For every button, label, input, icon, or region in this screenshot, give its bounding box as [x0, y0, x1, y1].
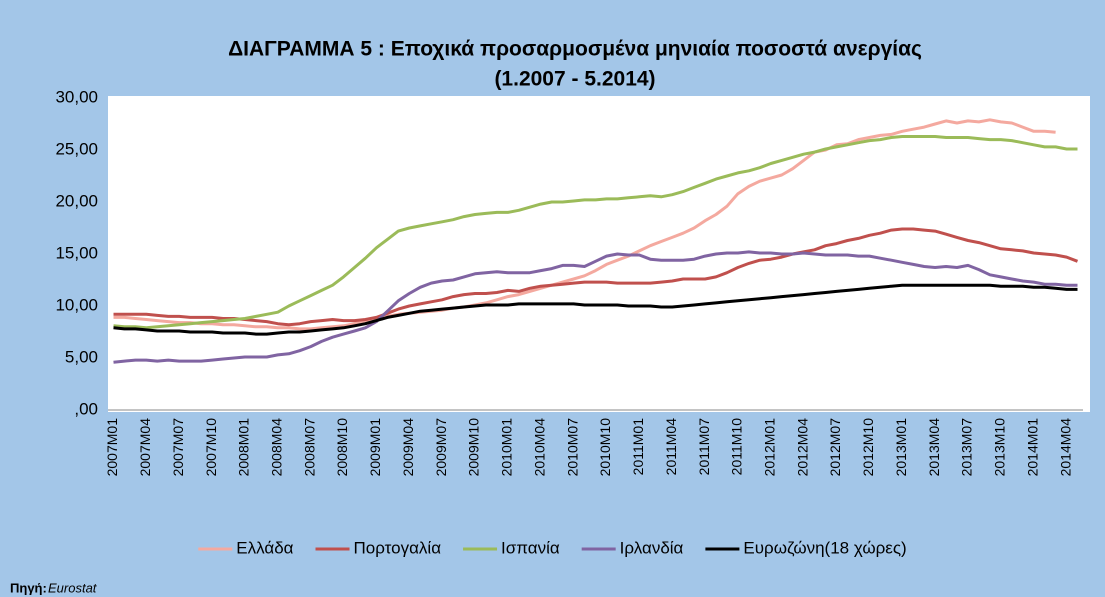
series-line	[113, 118, 1056, 331]
x-tick-label: 2009M01	[367, 418, 383, 477]
x-tick-label: 2007M10	[203, 418, 219, 477]
x-tick-label: 2014M04	[1057, 418, 1073, 477]
x-tick-label: 2008M10	[334, 418, 350, 477]
y-tick-label: 10,00	[55, 295, 98, 314]
x-tick-label: 2007M01	[104, 418, 120, 477]
x-tick-label: 2011M10	[729, 418, 745, 476]
series-line	[113, 283, 1078, 336]
x-tick-label: 2011M04	[663, 418, 679, 476]
x-tick-label: 2007M07	[170, 418, 186, 477]
x-tick-label: 2009M10	[466, 418, 482, 477]
x-tick-label: 2012M07	[827, 418, 843, 477]
x-tick-label: 2013M10	[992, 418, 1008, 477]
x-tick-label: 2012M04	[794, 418, 810, 477]
x-tick-label: 2008M01	[236, 418, 252, 477]
x-tick-label: 2008M04	[269, 418, 285, 477]
y-tick-label: 15,00	[55, 243, 98, 262]
y-tick-label: 5,00	[65, 347, 98, 366]
y-tick-label: 20,00	[55, 191, 98, 210]
chart-subtitle: (1.2007 - 5.2014)	[494, 68, 655, 91]
x-tick-label: 2009M04	[400, 418, 416, 477]
x-tick-label: 2012M10	[860, 418, 876, 477]
x-tick-label: 2008M07	[301, 418, 317, 477]
x-tick-label: 2013M01	[893, 418, 909, 477]
x-tick-label: 2011M07	[696, 418, 712, 476]
y-tick-label: ,00	[74, 399, 98, 418]
legend-label: Ιρλανδία	[620, 538, 684, 557]
x-tick-label: 2010M04	[531, 418, 547, 477]
x-tick-label: 2013M07	[959, 418, 975, 477]
x-tick-label: 2010M07	[564, 418, 580, 477]
x-tick-label: 2007M04	[137, 418, 153, 477]
x-tick-label: 2014M01	[1024, 418, 1040, 477]
plot-area	[108, 96, 1090, 412]
legend-label: Ευρωζώνη(18 χώρες)	[743, 538, 906, 557]
series-line	[113, 227, 1079, 327]
legend-label: Πορτογαλία	[354, 538, 442, 557]
legend-label: Ελλάδα	[236, 538, 293, 557]
chart-title: ΔΙΑΓΡΑΜΜΑ 5 : Εποχικά προσαρμοσμένα μηνι…	[228, 38, 922, 61]
series-line	[113, 135, 1078, 330]
series-line	[113, 250, 1078, 364]
legend-label: Ισπανία	[501, 538, 560, 557]
source-name: Eurostat	[48, 580, 98, 595]
x-tick-label: 2009M07	[433, 418, 449, 477]
x-tick-label: 2012M01	[761, 418, 777, 477]
x-tick-label: 2010M10	[597, 418, 613, 477]
x-tick-label: 2011M01	[630, 418, 646, 476]
x-tick-label: 2010M01	[499, 418, 515, 477]
y-tick-label: 30,00	[55, 87, 98, 106]
y-tick-label: 25,00	[55, 139, 98, 158]
source-label: Πηγή:	[10, 580, 47, 595]
x-tick-label: 2013M04	[926, 418, 942, 477]
